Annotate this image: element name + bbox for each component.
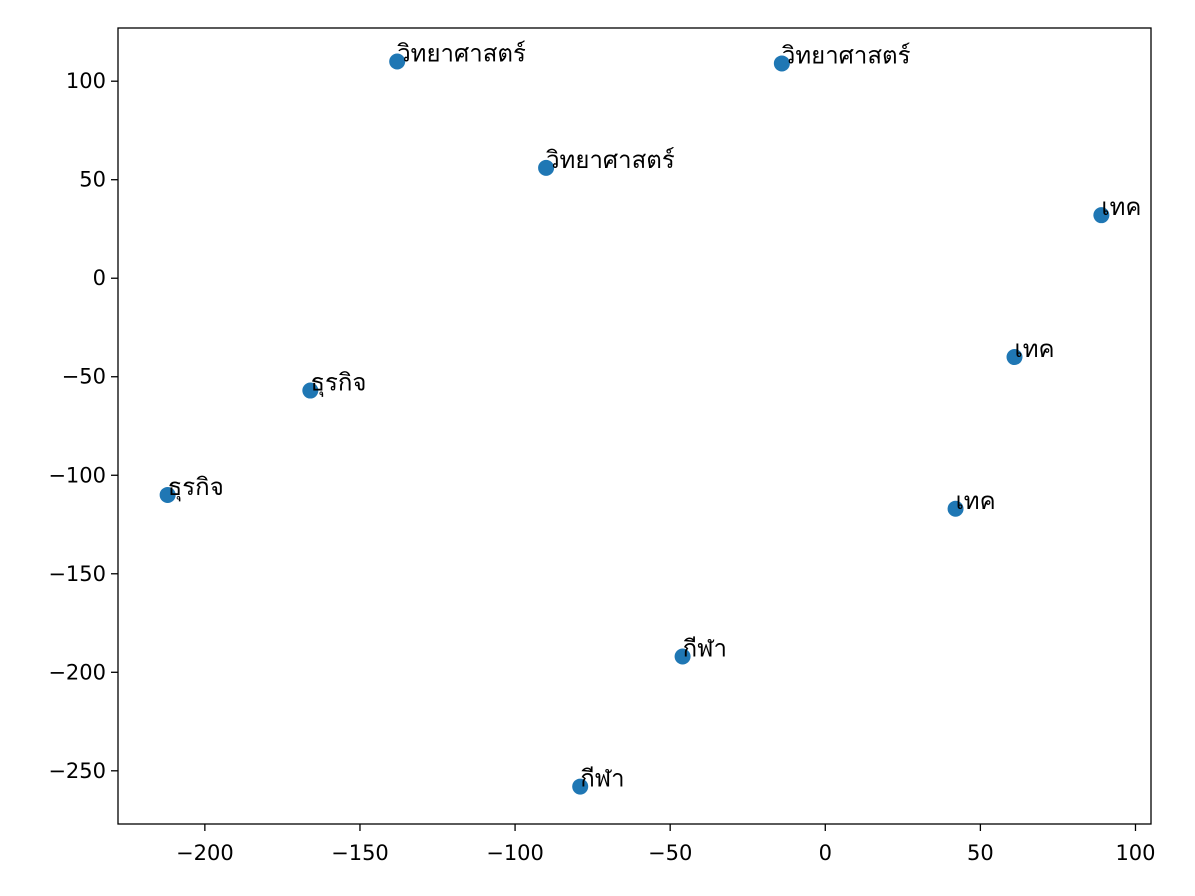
y-tick-label: −200: [48, 660, 106, 684]
data-point: [572, 778, 589, 795]
y-tick-label: −150: [48, 562, 106, 586]
data-point-label: วิทยาศาสตร์: [546, 146, 675, 174]
y-tick-label: 50: [79, 168, 106, 192]
x-tick-label: −50: [648, 841, 692, 865]
data-point-label: เทค: [1015, 335, 1055, 363]
data-point-label: ธุรกิจ: [168, 473, 224, 502]
data-point: [947, 500, 964, 517]
x-tick-label: 0: [819, 841, 832, 865]
data-points: วิทยาศาสตร์ วิทยาศาสตร์วิทยาศาสตร์เทคเทคเ…: [159, 39, 1141, 795]
y-tick-label: −50: [62, 365, 106, 389]
x-tick-label: 100: [1115, 841, 1155, 865]
data-point: [538, 159, 555, 176]
data-point-label: เทค: [1101, 193, 1141, 221]
data-point: [773, 55, 790, 72]
y-axis: −250 −200 −150 −100 −50 0 50 100: [48, 69, 118, 783]
data-point: [302, 382, 319, 399]
y-tick-label: −100: [48, 463, 106, 487]
data-point: [1093, 207, 1110, 224]
data-point: [389, 53, 406, 70]
y-tick-label: 0: [93, 266, 106, 290]
data-point-label: ธุรกิจ: [310, 369, 366, 398]
x-tick-label: −200: [176, 841, 234, 865]
data-point-label: วิทยาศาสตร์: [397, 39, 526, 67]
data-point-label: วิทยาศาสตร์: [781, 41, 910, 69]
x-tick-label: −100: [486, 841, 544, 865]
y-tick-label: 100: [66, 69, 106, 93]
x-axis: −200 −150 −100 −50 0 50 100: [176, 824, 1156, 865]
x-tick-label: −150: [331, 841, 389, 865]
data-point-label: กีฬา: [683, 635, 727, 663]
data-point: [159, 486, 176, 503]
data-point-label: กีฬา: [580, 765, 624, 793]
data-point: [674, 648, 691, 665]
plot-area: [117, 27, 1152, 825]
y-tick-label: −250: [48, 759, 106, 783]
data-point: [1006, 349, 1023, 366]
x-tick-label: 50: [967, 841, 994, 865]
data-point-label: เทค: [956, 487, 996, 515]
